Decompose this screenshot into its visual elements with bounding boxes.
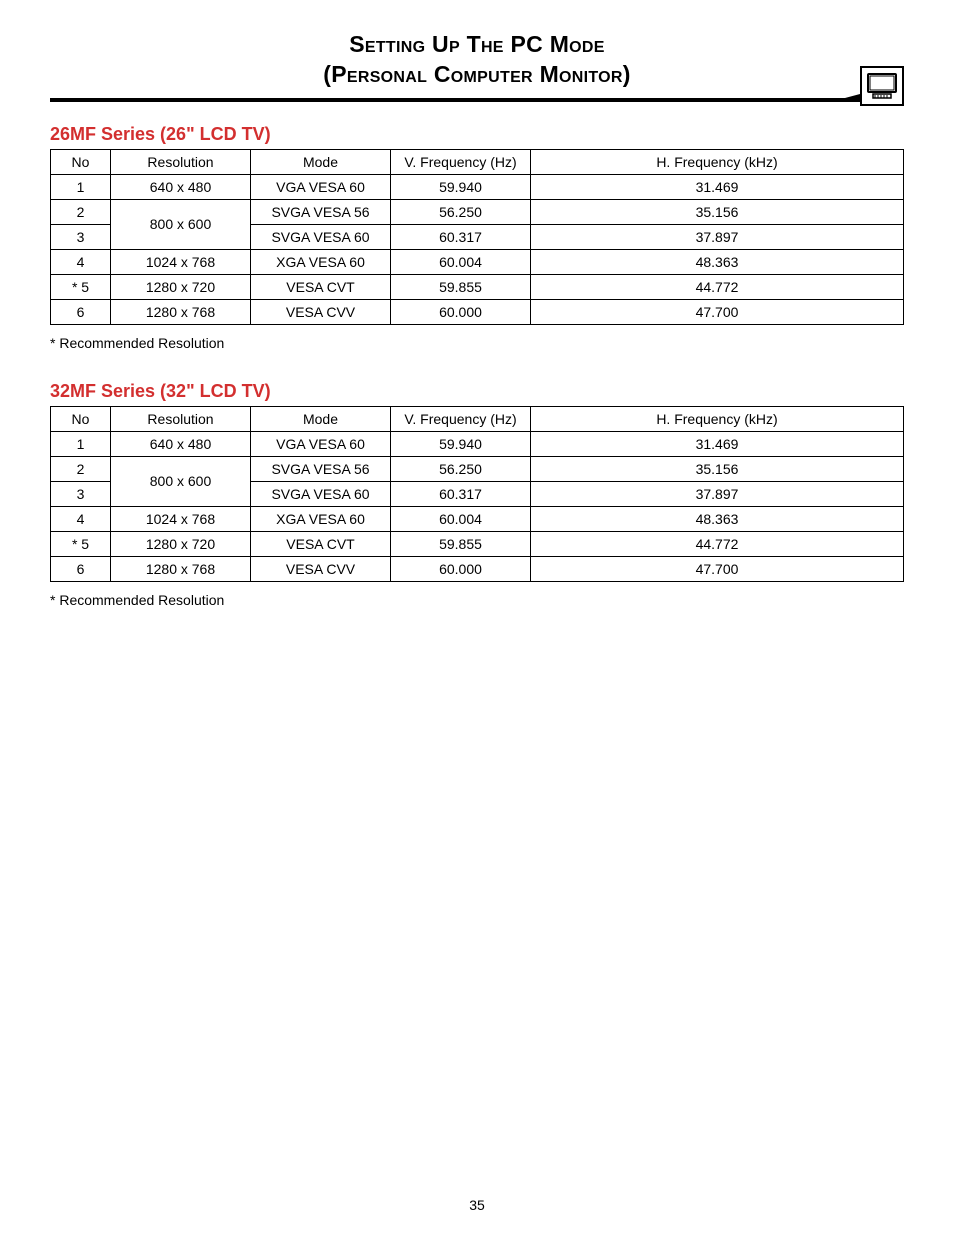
- table-row: 1640 x 480VGA VESA 6059.94031.469: [51, 174, 904, 199]
- data-table: NoResolutionModeV. Frequency (Hz)H. Freq…: [50, 406, 904, 582]
- cell-vfreq: 60.000: [391, 299, 531, 324]
- cell-no: 4: [51, 506, 111, 531]
- table-row: * 51280 x 720VESA CVT59.85544.772: [51, 531, 904, 556]
- cell-hfreq: 35.156: [531, 456, 904, 481]
- table-header-row: NoResolutionModeV. Frequency (Hz)H. Freq…: [51, 406, 904, 431]
- table-row: 61280 x 768VESA CVV60.00047.700: [51, 299, 904, 324]
- cell-mode: SVGA VESA 56: [251, 199, 391, 224]
- cell-hfreq: 44.772: [531, 531, 904, 556]
- cell-no: 2: [51, 199, 111, 224]
- cell-vfreq: 56.250: [391, 199, 531, 224]
- cell-resolution: 640 x 480: [111, 174, 251, 199]
- column-header: Mode: [251, 406, 391, 431]
- cell-resolution: 640 x 480: [111, 431, 251, 456]
- page-title-line2: (Personal Computer Monitor): [50, 60, 904, 90]
- table-row: 41024 x 768XGA VESA 6060.00448.363: [51, 249, 904, 274]
- cell-no: 2: [51, 456, 111, 481]
- cell-no: 3: [51, 481, 111, 506]
- cell-hfreq: 31.469: [531, 431, 904, 456]
- cell-mode: SVGA VESA 60: [251, 224, 391, 249]
- cell-resolution: 800 x 600: [111, 456, 251, 506]
- cell-resolution: 1280 x 720: [111, 274, 251, 299]
- cell-mode: VESA CVV: [251, 556, 391, 581]
- cell-vfreq: 59.855: [391, 274, 531, 299]
- cell-no: 3: [51, 224, 111, 249]
- cell-vfreq: 60.004: [391, 506, 531, 531]
- cell-vfreq: 60.000: [391, 556, 531, 581]
- cell-resolution: 1280 x 768: [111, 299, 251, 324]
- page-header: Setting Up The PC Mode (Personal Compute…: [50, 30, 904, 102]
- cell-hfreq: 48.363: [531, 506, 904, 531]
- cell-mode: VESA CVT: [251, 274, 391, 299]
- page-title-line1: Setting Up The PC Mode: [50, 30, 904, 60]
- cell-hfreq: 37.897: [531, 481, 904, 506]
- header-rule: [50, 98, 904, 102]
- cell-resolution: 1024 x 768: [111, 506, 251, 531]
- section-heading: 26MF Series (26" LCD TV): [50, 124, 904, 145]
- data-table: NoResolutionModeV. Frequency (Hz)H. Freq…: [50, 149, 904, 325]
- cell-no: 6: [51, 299, 111, 324]
- cell-vfreq: 60.317: [391, 481, 531, 506]
- table-row: 1640 x 480VGA VESA 6059.94031.469: [51, 431, 904, 456]
- column-header: Resolution: [111, 149, 251, 174]
- cell-resolution: 1280 x 720: [111, 531, 251, 556]
- cell-no: * 5: [51, 274, 111, 299]
- sections: 26MF Series (26" LCD TV)NoResolutionMode…: [50, 124, 904, 608]
- cell-mode: SVGA VESA 60: [251, 481, 391, 506]
- cell-hfreq: 44.772: [531, 274, 904, 299]
- page-title-block: Setting Up The PC Mode (Personal Compute…: [50, 30, 904, 90]
- cell-mode: VESA CVV: [251, 299, 391, 324]
- cell-hfreq: 47.700: [531, 299, 904, 324]
- monitor-icon: [860, 66, 904, 106]
- cell-hfreq: 35.156: [531, 199, 904, 224]
- table-row: * 51280 x 720VESA CVT59.85544.772: [51, 274, 904, 299]
- column-header: H. Frequency (kHz): [531, 406, 904, 431]
- table-row: 61280 x 768VESA CVV60.00047.700: [51, 556, 904, 581]
- cell-vfreq: 60.004: [391, 249, 531, 274]
- cell-no: * 5: [51, 531, 111, 556]
- cell-hfreq: 47.700: [531, 556, 904, 581]
- table-row: 41024 x 768XGA VESA 6060.00448.363: [51, 506, 904, 531]
- column-header: Mode: [251, 149, 391, 174]
- cell-no: 4: [51, 249, 111, 274]
- page-number: 35: [0, 1197, 954, 1213]
- cell-resolution: 800 x 600: [111, 199, 251, 249]
- column-header: V. Frequency (Hz): [391, 149, 531, 174]
- cell-vfreq: 60.317: [391, 224, 531, 249]
- footnote: * Recommended Resolution: [50, 335, 904, 351]
- table-header-row: NoResolutionModeV. Frequency (Hz)H. Freq…: [51, 149, 904, 174]
- cell-no: 1: [51, 174, 111, 199]
- cell-mode: VGA VESA 60: [251, 174, 391, 199]
- cell-mode: XGA VESA 60: [251, 249, 391, 274]
- cell-no: 6: [51, 556, 111, 581]
- cell-vfreq: 59.940: [391, 174, 531, 199]
- cell-mode: XGA VESA 60: [251, 506, 391, 531]
- cell-vfreq: 56.250: [391, 456, 531, 481]
- footnote: * Recommended Resolution: [50, 592, 904, 608]
- column-header: No: [51, 406, 111, 431]
- cell-hfreq: 37.897: [531, 224, 904, 249]
- section-heading: 32MF Series (32" LCD TV): [50, 381, 904, 402]
- table-row: 2800 x 600SVGA VESA 5656.25035.156: [51, 456, 904, 481]
- column-header: H. Frequency (kHz): [531, 149, 904, 174]
- cell-mode: VGA VESA 60: [251, 431, 391, 456]
- cell-hfreq: 48.363: [531, 249, 904, 274]
- cell-hfreq: 31.469: [531, 174, 904, 199]
- cell-mode: VESA CVT: [251, 531, 391, 556]
- cell-mode: SVGA VESA 56: [251, 456, 391, 481]
- cell-resolution: 1024 x 768: [111, 249, 251, 274]
- table-row: 2800 x 600SVGA VESA 5656.25035.156: [51, 199, 904, 224]
- header-wedge: [830, 94, 860, 102]
- cell-resolution: 1280 x 768: [111, 556, 251, 581]
- column-header: Resolution: [111, 406, 251, 431]
- cell-vfreq: 59.940: [391, 431, 531, 456]
- cell-vfreq: 59.855: [391, 531, 531, 556]
- cell-no: 1: [51, 431, 111, 456]
- page: Setting Up The PC Mode (Personal Compute…: [0, 0, 954, 1235]
- column-header: No: [51, 149, 111, 174]
- column-header: V. Frequency (Hz): [391, 406, 531, 431]
